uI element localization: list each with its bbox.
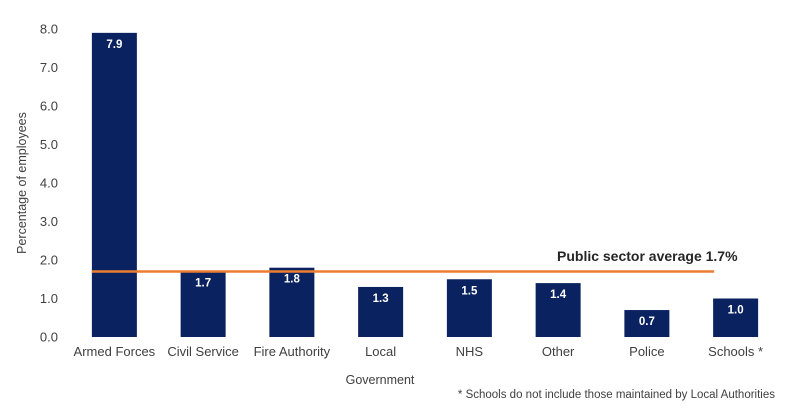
y-tick-label: 4.0 [40,176,58,191]
bar-value-label: 1.3 [373,293,389,305]
y-tick-label: 6.0 [40,99,58,114]
bar [91,32,137,337]
bar [624,310,670,337]
y-axis-title: Percentage of employees [15,112,29,254]
bar-value-label: 1.7 [195,278,211,290]
x-category-label: Police [629,344,664,359]
x-category-label: Other [542,344,575,359]
bar [180,271,226,337]
y-tick-label: 5.0 [40,137,58,152]
y-tick-label: 3.0 [40,214,58,229]
bar-value-label: 1.4 [550,289,567,301]
bar [446,279,492,337]
x-axis-category-labels: Armed Forces Civil Service Fire Authority L… [74,344,764,359]
x-category-label: Schools * [708,344,763,359]
y-tick-label: 1.0 [40,291,58,306]
x-category-label: Fire Authority [254,344,331,359]
bar-value-label: 1.5 [461,285,478,297]
y-axis-ticks: 0.0 1.0 2.0 3.0 4.0 5.0 6.0 7.0 8.0 [40,22,58,345]
y-tick-label: 7.0 [40,60,58,75]
bar [713,298,759,337]
y-tick-label: 0.0 [40,330,58,345]
footnote: * Schools do not include those maintaine… [458,389,775,401]
x-category-label: Local [365,344,396,359]
bar [535,283,581,337]
bar-value-label: 0.7 [639,316,655,328]
bar-value-label: 1.0 [728,305,744,317]
x-category-label: Armed Forces [74,344,156,359]
y-tick-label: 2.0 [40,253,58,268]
bar [358,286,404,337]
bars-group [91,32,759,337]
bar [269,267,315,337]
bar-value-label: 7.9 [106,39,122,51]
x-axis-title: Government [346,373,415,387]
y-tick-label: 8.0 [40,22,58,37]
x-category-label: NHS [456,344,484,359]
bar-value-label: 1.8 [284,274,301,286]
x-category-label: Civil Service [167,344,239,359]
public-sector-average-label: Public sector average 1.7% [557,248,738,264]
bar-value-labels: 7.9 1.7 1.8 1.3 1.5 1.4 0.7 1.0 [106,39,743,328]
